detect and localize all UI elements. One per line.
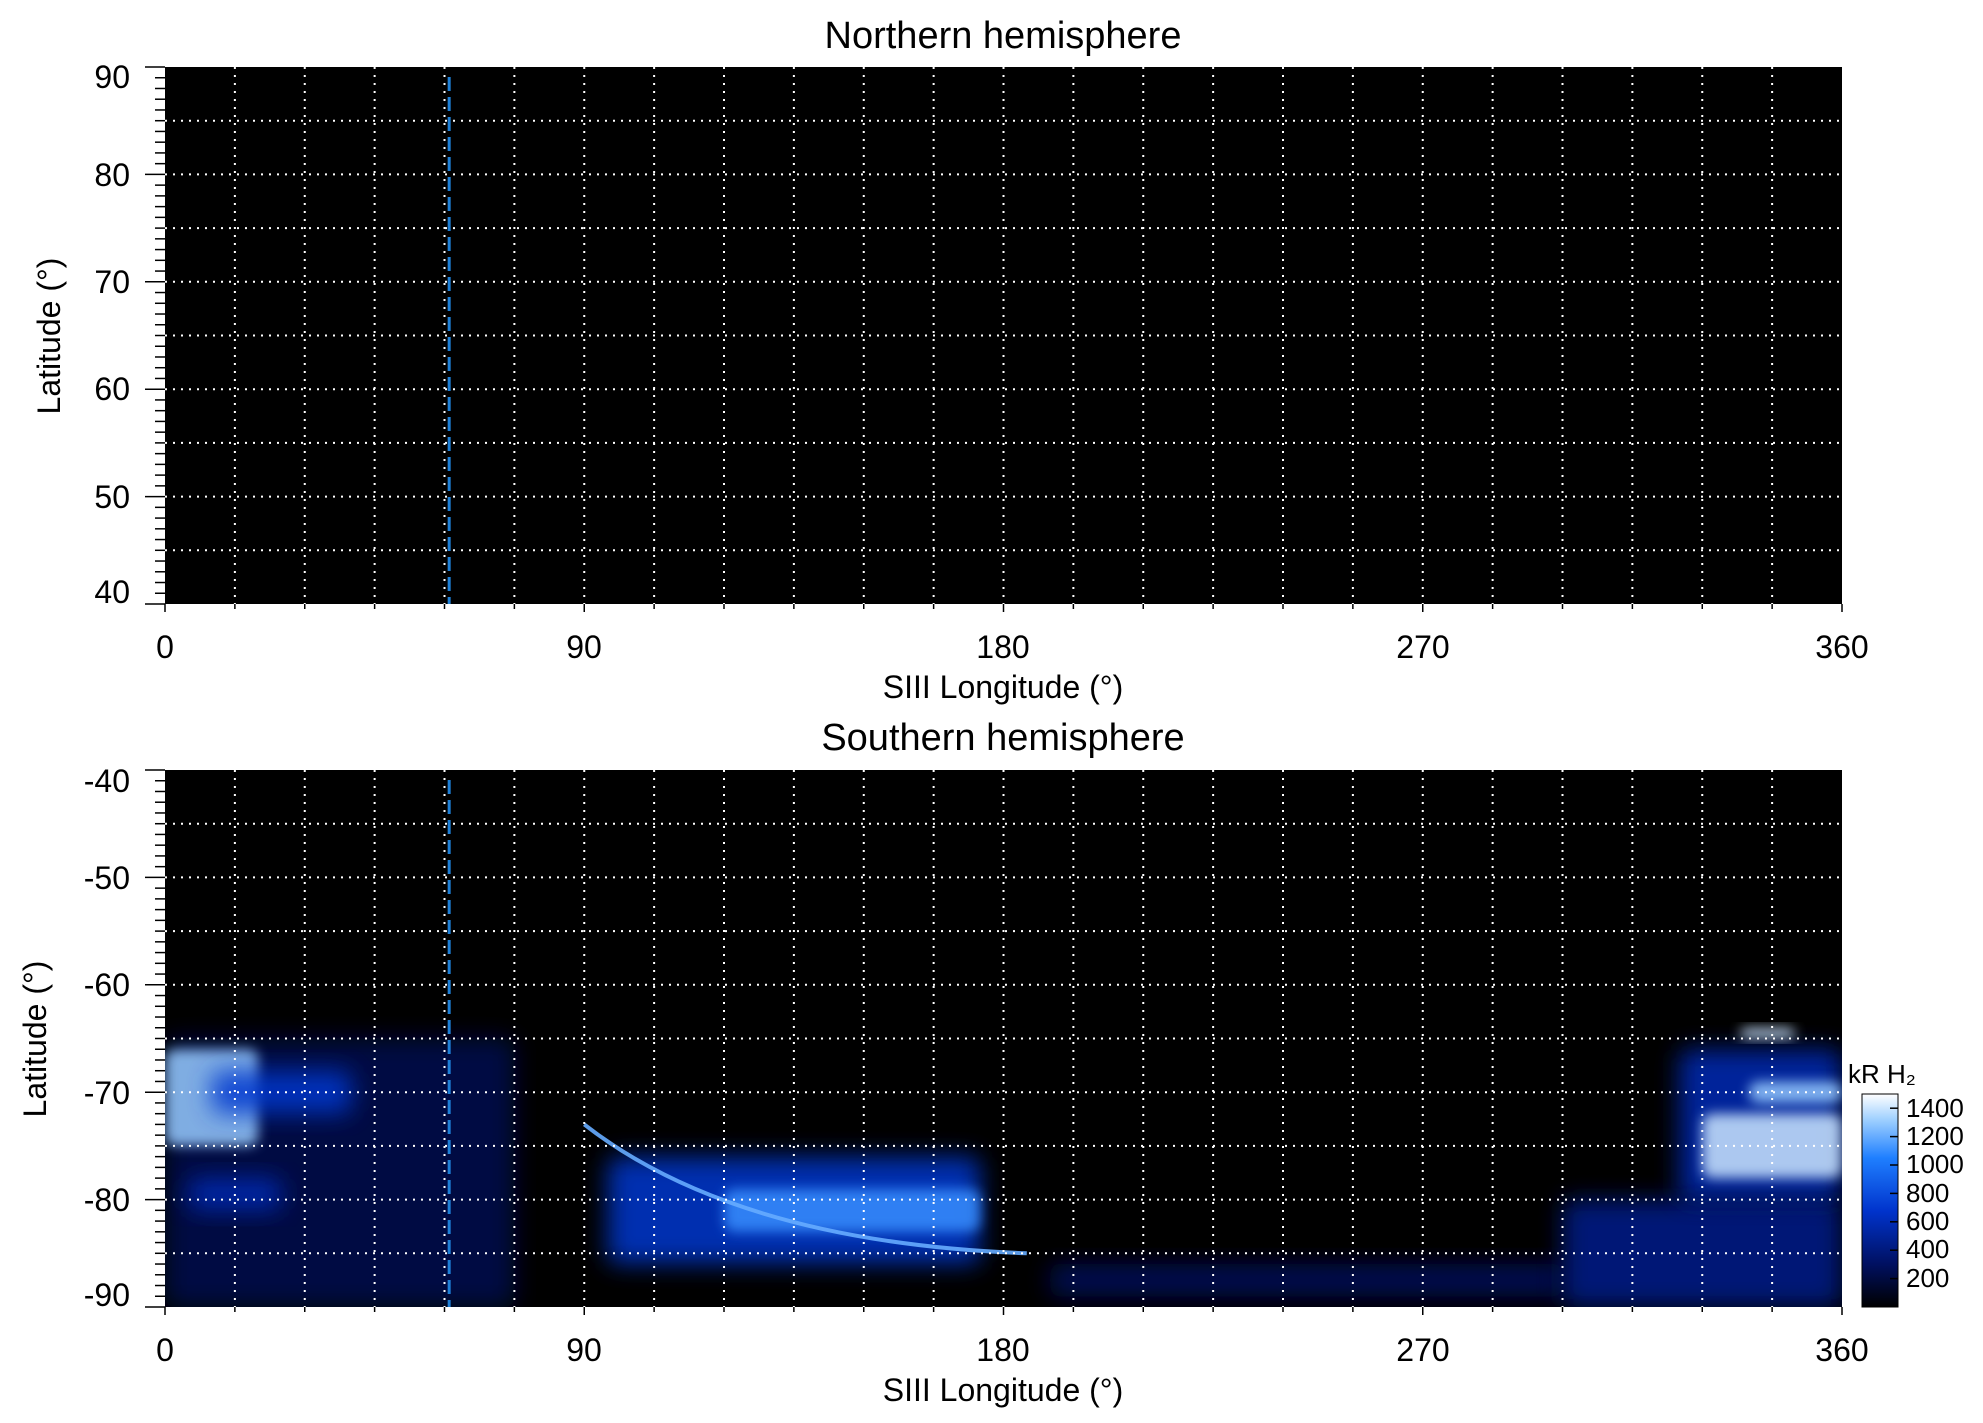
north-x-axis-label: SIII Longitude (°) <box>883 669 1123 705</box>
emission-region <box>211 1070 352 1114</box>
south-y-axis <box>145 769 165 1308</box>
north-x-tick-label: 0 <box>156 629 174 665</box>
south-y-tick-label: -90 <box>84 1277 130 1313</box>
south-y-tick-label: -70 <box>84 1075 130 1111</box>
colorbar-tick-label: 1200 <box>1906 1121 1964 1151</box>
north-y-tick-label: 60 <box>94 371 130 407</box>
colorbar-tick-label: 200 <box>1906 1263 1949 1293</box>
south-y-tick-label: -80 <box>84 1182 130 1218</box>
north-y-tick-label: 90 <box>94 59 130 95</box>
colorbar-tick-label: 1400 <box>1906 1093 1964 1123</box>
north-y-axis-label: Latitude (°) <box>31 258 67 415</box>
south-x-tick-label: 180 <box>976 1332 1029 1368</box>
south-x-tick-label: 90 <box>566 1332 602 1368</box>
south-x-axis <box>164 1307 1843 1315</box>
colorbar-ticks <box>1890 1107 1898 1280</box>
north-x-tick-label: 90 <box>566 629 602 665</box>
emission-region <box>1739 1027 1796 1039</box>
north-x-tick-label: 270 <box>1396 629 1449 665</box>
colorbar-tick-label: 400 <box>1906 1234 1949 1264</box>
north-title: Northern hemisphere <box>825 15 1182 57</box>
colorbar-gradient <box>1861 1093 1899 1308</box>
north-y-tick-label: 80 <box>94 157 130 193</box>
emission-region <box>1050 1264 1563 1297</box>
emission-region <box>1748 1081 1842 1103</box>
south-y-tick-label: -60 <box>84 967 130 1003</box>
north-panel: Northern hemisphere 90 80 70 60 50 40 0 … <box>31 15 1869 705</box>
emission-region <box>1702 1113 1842 1179</box>
north-y-axis <box>145 66 165 605</box>
north-y-tick-label: 40 <box>94 574 130 610</box>
colorbar-tick-label: 800 <box>1906 1178 1949 1208</box>
south-x-axis-label: SIII Longitude (°) <box>883 1372 1123 1408</box>
colorbar: kR H₂ 1400 1200 1000 800 600 400 200 <box>1848 1059 1964 1308</box>
emission-region <box>724 1188 981 1232</box>
south-x-tick-label: 0 <box>156 1332 174 1368</box>
south-title: Southern hemisphere <box>821 717 1184 759</box>
north-x-tick-label: 360 <box>1815 629 1868 665</box>
colorbar-label: kR H₂ <box>1848 1059 1916 1089</box>
north-x-tick-label: 180 <box>976 629 1029 665</box>
north-y-tick-label: 70 <box>94 264 130 300</box>
south-y-tick-label: -40 <box>84 763 130 799</box>
south-y-axis-label: Latitude (°) <box>17 961 53 1118</box>
south-x-tick-label: 360 <box>1815 1332 1868 1368</box>
south-grid <box>165 770 1842 1307</box>
north-y-tick-label: 50 <box>94 479 130 515</box>
north-grid <box>165 67 1842 604</box>
colorbar-tick-label: 1000 <box>1906 1149 1964 1179</box>
north-x-axis <box>164 604 1843 612</box>
south-y-tick-label: -50 <box>84 860 130 896</box>
south-panel: Southern hemisphere -40 -50 -60 -70 -80 … <box>17 717 1964 1408</box>
emission-arc <box>583 1122 1027 1256</box>
south-x-tick-label: 270 <box>1396 1332 1449 1368</box>
colorbar-tick-label: 600 <box>1906 1206 1949 1236</box>
